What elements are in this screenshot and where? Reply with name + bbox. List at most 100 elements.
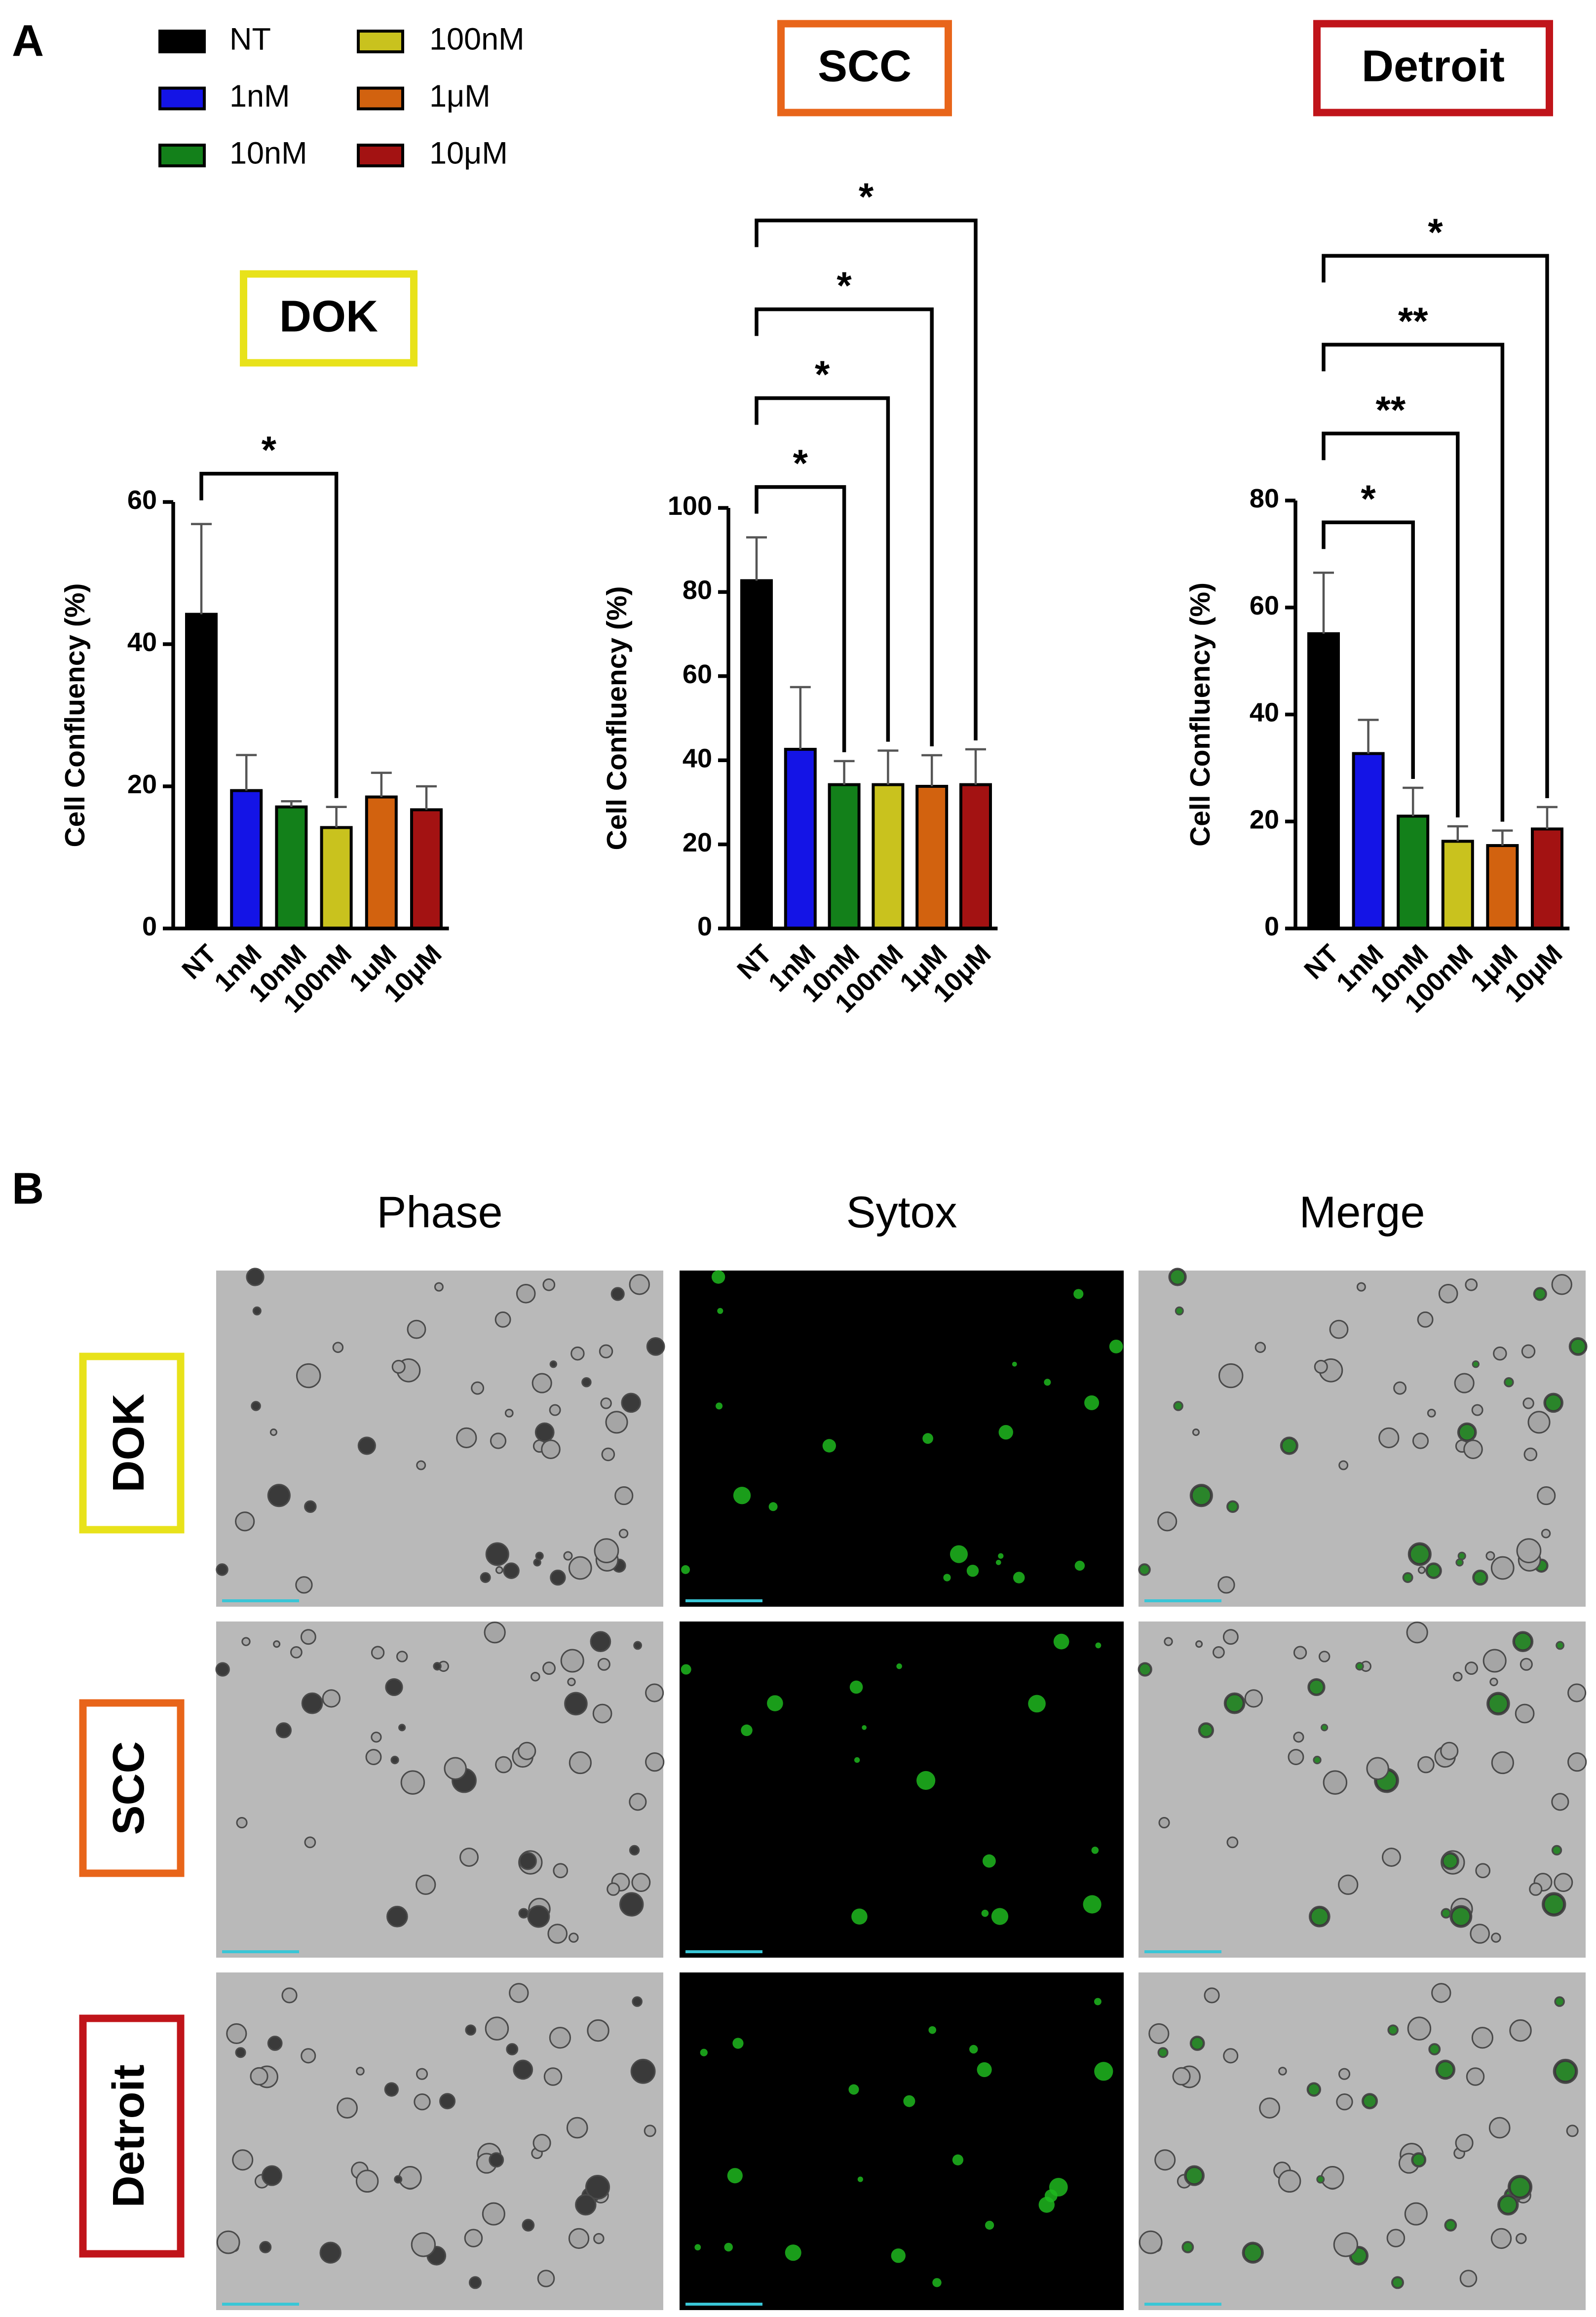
cell bbox=[332, 1342, 344, 1353]
sytox-signal bbox=[1084, 1395, 1100, 1410]
significance-label: ** bbox=[1376, 388, 1406, 431]
significance-label: * bbox=[815, 352, 830, 396]
sytox-signal bbox=[1430, 2045, 1439, 2054]
cell bbox=[1412, 1432, 1429, 1449]
sytox-signal bbox=[1176, 1308, 1182, 1314]
sytox-signal bbox=[727, 2168, 743, 2184]
error-bar bbox=[191, 523, 212, 615]
sytox-signal bbox=[991, 1908, 1009, 1925]
bar bbox=[740, 579, 773, 930]
row-label-box bbox=[79, 1352, 185, 1534]
sytox-signal bbox=[1505, 1379, 1513, 1386]
cell bbox=[1338, 2068, 1351, 2080]
column-header: Merge bbox=[1299, 1188, 1425, 1237]
cell bbox=[1551, 1793, 1569, 1811]
cell bbox=[1222, 1629, 1239, 1645]
sytox-signal bbox=[981, 1909, 989, 1917]
cell bbox=[547, 1924, 568, 1944]
cell bbox=[632, 1996, 643, 2007]
cell bbox=[1521, 1344, 1536, 1358]
cell bbox=[631, 1873, 651, 1892]
error-bar bbox=[1313, 572, 1334, 634]
sytox-signal bbox=[1500, 2197, 1517, 2213]
cell bbox=[535, 1551, 544, 1560]
cell bbox=[531, 1671, 540, 1682]
column-header: Sytox bbox=[846, 1188, 957, 1237]
error-bar bbox=[1403, 786, 1424, 816]
sytox-signal bbox=[711, 1270, 725, 1284]
significance-label: * bbox=[836, 264, 852, 307]
sytox-signal bbox=[1459, 1553, 1465, 1559]
sytox-signal bbox=[694, 2244, 701, 2251]
cell bbox=[1471, 1404, 1483, 1416]
y-tick-label: 60 bbox=[1250, 591, 1279, 620]
sytox-signal bbox=[1013, 1572, 1025, 1583]
cell bbox=[1157, 1511, 1178, 1532]
cell bbox=[296, 1363, 321, 1389]
sytox-signal bbox=[1489, 1695, 1507, 1713]
cell bbox=[295, 1576, 313, 1594]
cell bbox=[357, 1436, 376, 1455]
cell bbox=[1490, 1556, 1515, 1580]
cell bbox=[396, 1651, 408, 1662]
cell bbox=[236, 1817, 248, 1829]
micrograph bbox=[680, 1621, 1124, 1958]
cell bbox=[581, 1377, 592, 1388]
cell bbox=[444, 1757, 467, 1780]
cell bbox=[386, 1905, 408, 1928]
cell bbox=[480, 1572, 491, 1583]
cell bbox=[1407, 2016, 1432, 2041]
cell bbox=[542, 1278, 556, 1291]
bar bbox=[410, 808, 443, 930]
micrograph bbox=[1138, 1621, 1587, 1958]
sytox-signal bbox=[1322, 1725, 1327, 1730]
sytox-signal bbox=[862, 1725, 867, 1730]
cell bbox=[1417, 1311, 1434, 1328]
cell bbox=[1323, 1770, 1348, 1795]
error-bar bbox=[746, 536, 767, 581]
micrograph bbox=[216, 1972, 663, 2310]
sytox-signal bbox=[1553, 1847, 1560, 1854]
cell bbox=[250, 2067, 268, 2085]
sytox-signal bbox=[724, 2242, 733, 2252]
bar bbox=[230, 789, 263, 930]
sytox-signal bbox=[1200, 1724, 1212, 1737]
error-bar bbox=[326, 806, 347, 828]
error-bar bbox=[921, 754, 943, 787]
micrograph-background bbox=[1138, 1621, 1586, 1958]
y-tick-label: 100 bbox=[668, 491, 712, 521]
cell bbox=[593, 2233, 605, 2244]
cell bbox=[1381, 1848, 1401, 1867]
sytox-signal bbox=[1049, 2178, 1068, 2197]
sytox-signal bbox=[1556, 2062, 1575, 2081]
cell bbox=[468, 2276, 482, 2289]
cell bbox=[630, 2058, 656, 2084]
sytox-signal bbox=[1318, 2176, 1324, 2182]
cell bbox=[1482, 1649, 1507, 1673]
sytox-signal bbox=[922, 1433, 933, 1444]
sytox-signal bbox=[891, 2248, 906, 2263]
cell bbox=[1333, 2232, 1359, 2257]
cell bbox=[390, 1756, 399, 1765]
significance-bracket bbox=[199, 471, 339, 798]
cell bbox=[1336, 2093, 1353, 2111]
sytox-signal bbox=[916, 1771, 936, 1790]
sytox-signal bbox=[1556, 1998, 1563, 2006]
error-bar bbox=[1492, 829, 1513, 846]
y-tick-label: 0 bbox=[1264, 912, 1279, 941]
chart-title: Detroit bbox=[1362, 42, 1505, 91]
sytox-signal bbox=[896, 1663, 902, 1669]
sytox-signal bbox=[943, 1574, 951, 1582]
sytox-signal bbox=[1389, 2026, 1397, 2034]
cell bbox=[542, 1661, 556, 1675]
sytox-signal bbox=[1446, 2220, 1455, 2230]
bar bbox=[1441, 840, 1474, 930]
sytox-signal bbox=[1159, 2048, 1167, 2056]
cell bbox=[232, 2149, 254, 2171]
cell bbox=[509, 1983, 529, 2003]
sytox-signal bbox=[717, 1308, 723, 1314]
cell bbox=[1293, 1646, 1307, 1660]
sytox-signal bbox=[998, 1553, 1004, 1559]
bar bbox=[915, 785, 949, 930]
